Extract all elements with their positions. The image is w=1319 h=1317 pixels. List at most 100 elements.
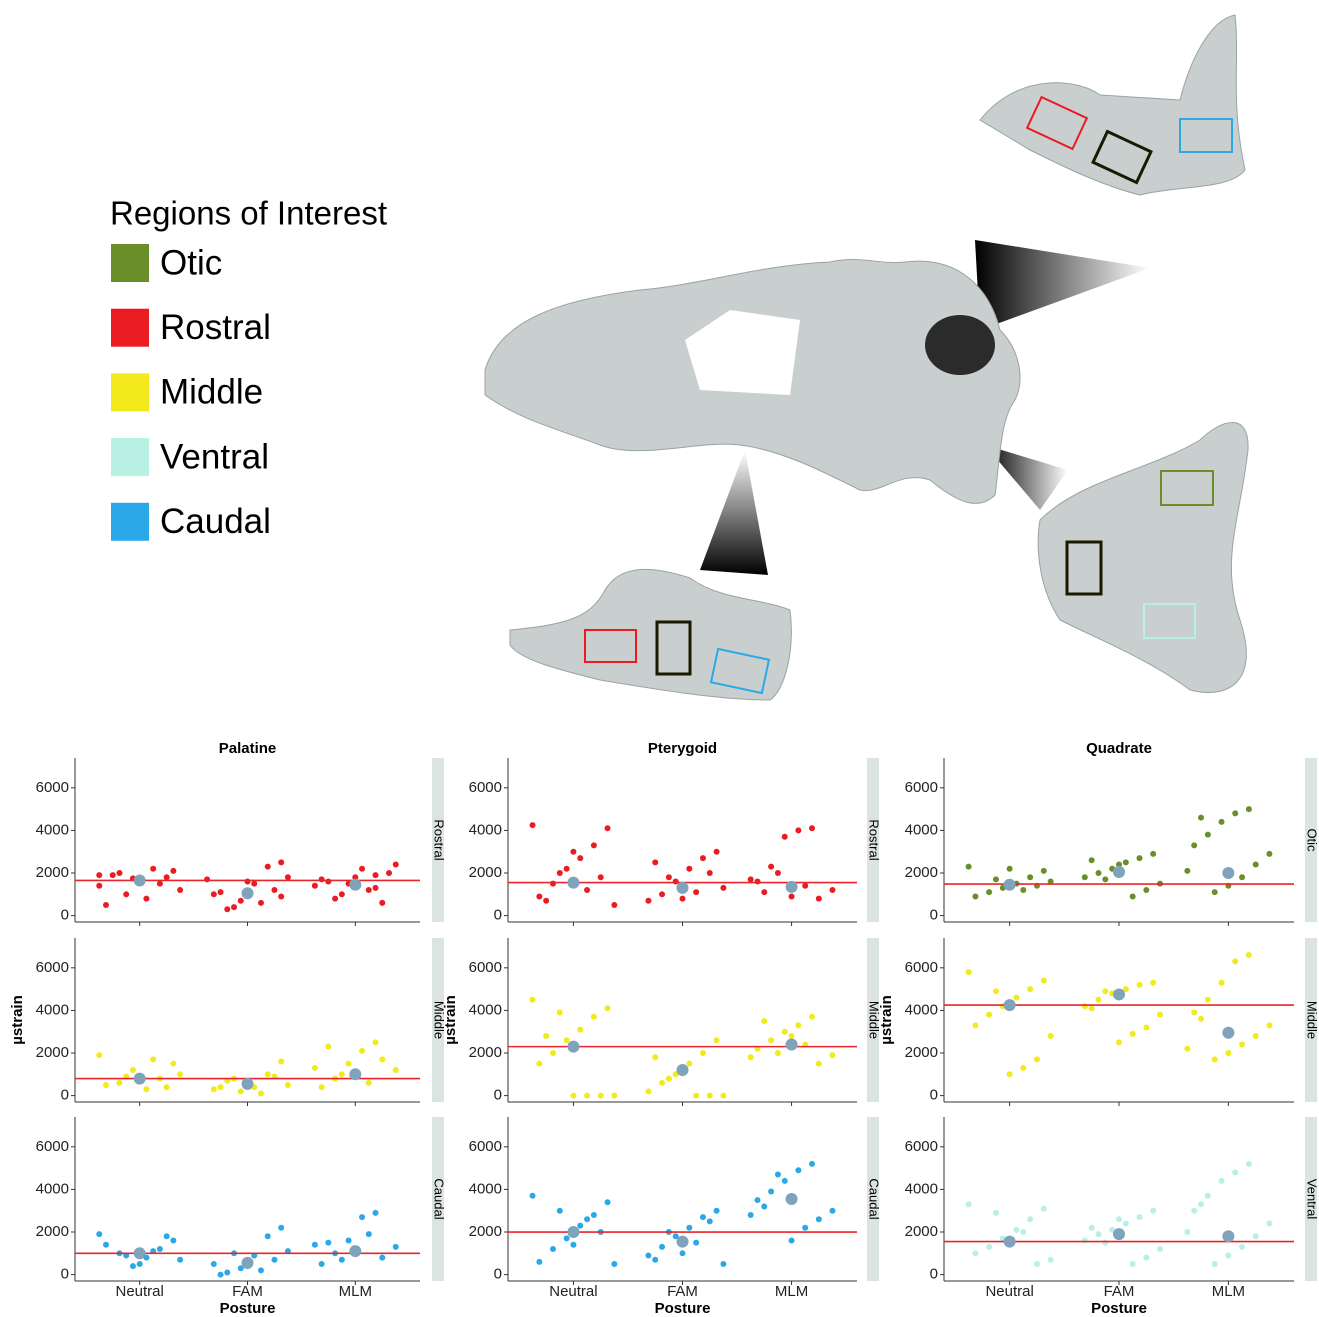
data-point (338, 891, 345, 898)
data-point (788, 1237, 795, 1244)
data-point (1033, 1056, 1040, 1063)
y-tick-label: 0 (494, 907, 502, 924)
data-point (1252, 861, 1259, 868)
data-point (543, 1032, 550, 1039)
data-point (1218, 979, 1225, 986)
y-tick-label: 6000 (905, 779, 938, 796)
data-point (972, 893, 979, 900)
legend-title: Regions of Interest (110, 195, 387, 232)
data-point (237, 1265, 244, 1272)
strip-label: Middle (1305, 1001, 1319, 1039)
data-point (747, 876, 754, 883)
data-point (1150, 850, 1157, 857)
data-point (802, 1224, 809, 1231)
data-point (1102, 1239, 1109, 1246)
legend-label: Middle (160, 373, 263, 412)
data-point (768, 863, 775, 870)
data-point (965, 1201, 972, 1208)
data-point (1020, 1064, 1027, 1071)
data-point (345, 1060, 352, 1067)
mean-point (133, 874, 146, 887)
data-point (96, 882, 103, 889)
y-tick-label: 6000 (36, 959, 69, 976)
data-point (177, 1256, 184, 1263)
data-point (116, 1079, 123, 1086)
data-point (761, 889, 768, 896)
data-point (1047, 878, 1054, 885)
data-point (379, 899, 386, 906)
mean-point (1003, 1235, 1016, 1248)
data-point (1027, 986, 1034, 993)
data-point (1095, 870, 1102, 877)
data-point (549, 880, 556, 887)
data-point (549, 1050, 556, 1057)
y-tick-label: 0 (61, 1266, 69, 1283)
data-point (665, 1075, 672, 1082)
strip-background (867, 758, 879, 922)
mean-point (676, 1064, 689, 1077)
data-point (604, 825, 611, 832)
data-point (1095, 996, 1102, 1003)
data-point (597, 1092, 604, 1099)
data-point (577, 1222, 584, 1229)
data-point (1266, 1220, 1273, 1227)
mean-point (567, 876, 580, 889)
data-point (795, 1022, 802, 1029)
data-point (237, 897, 244, 904)
data-point (1239, 1243, 1246, 1250)
y-tick-label: 4000 (36, 1001, 69, 1018)
data-point (693, 1092, 700, 1099)
y-tick-label: 4000 (469, 821, 502, 838)
data-point (224, 1269, 231, 1276)
zoom-cone (975, 240, 1150, 330)
data-point (1040, 977, 1047, 984)
y-tick-label: 4000 (905, 1001, 938, 1018)
mean-point (241, 887, 254, 900)
data-point (706, 870, 713, 877)
data-point (1006, 865, 1013, 872)
data-point (271, 887, 278, 894)
y-tick-label: 2000 (905, 1223, 938, 1240)
mean-point (349, 1245, 362, 1258)
mean-point (676, 881, 689, 894)
data-point (713, 1037, 720, 1044)
y-tick-label: 0 (61, 907, 69, 924)
data-point (781, 1028, 788, 1035)
data-point (679, 1250, 686, 1257)
mean-point (1113, 865, 1125, 878)
data-point (1218, 818, 1225, 825)
data-point (1184, 1045, 1191, 1052)
y-tick-label: 2000 (469, 864, 502, 881)
x-axis-label: Posture (1091, 1300, 1147, 1317)
data-point (611, 1092, 618, 1099)
strip-label: Middle (867, 1001, 882, 1039)
data-point (604, 1199, 611, 1206)
legend-label: Caudal (160, 502, 271, 541)
data-point (686, 1060, 693, 1067)
data-point (965, 863, 972, 870)
legend-swatch (111, 308, 149, 347)
column-title: Pterygoid (648, 740, 717, 757)
y-tick-label: 4000 (36, 821, 69, 838)
data-point (163, 1084, 170, 1091)
data-point (210, 1086, 217, 1093)
data-point (278, 893, 285, 900)
data-point (768, 1037, 775, 1044)
data-point (529, 822, 536, 829)
data-point (1143, 887, 1150, 894)
data-point (706, 1092, 713, 1099)
legend-label: Otic (160, 243, 222, 282)
data-point (815, 895, 822, 902)
data-point (170, 1237, 177, 1244)
data-point (1191, 1009, 1198, 1016)
y-tick-label: 0 (930, 907, 938, 924)
data-point (392, 1243, 399, 1250)
data-point (325, 1239, 332, 1246)
data-point (584, 887, 591, 894)
data-point (1027, 1216, 1034, 1223)
legend-swatch (111, 244, 149, 282)
data-point (754, 878, 761, 885)
mean-point (133, 1247, 146, 1260)
y-axis-label: µstrain (9, 995, 26, 1045)
legend-swatch (111, 373, 149, 412)
